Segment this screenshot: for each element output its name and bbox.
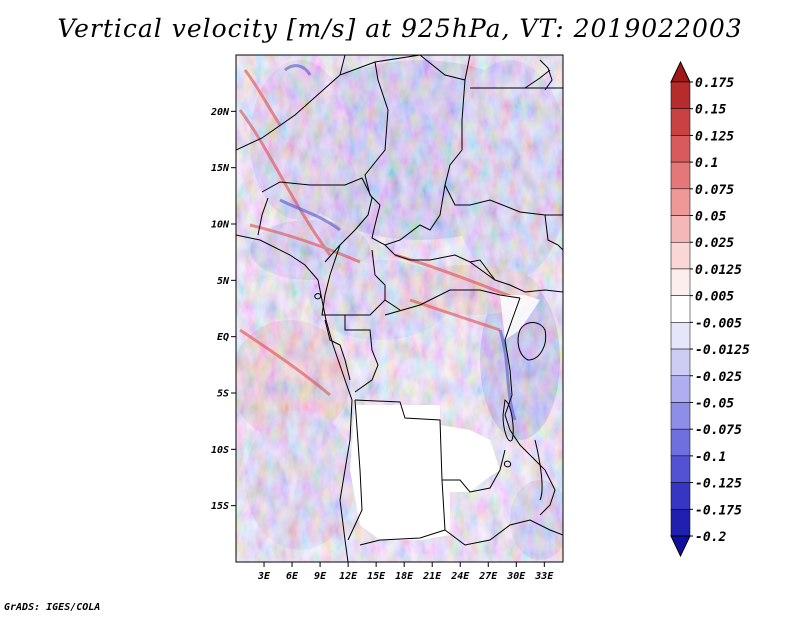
colorbar-label: 0.0125 <box>695 263 742 278</box>
colorbar-segment <box>670 428 691 457</box>
colorbar-segment <box>670 161 691 190</box>
colorbar-segment <box>670 268 691 296</box>
lon-tick-label: 18E <box>395 571 414 582</box>
lat-tick-label: 5N <box>217 276 230 287</box>
lat-tick-label: 10S <box>211 445 229 456</box>
colorbar-label: 0.15 <box>695 103 726 118</box>
colorbar-label: -0.075 <box>695 423 742 438</box>
colorbar-segment <box>670 455 691 483</box>
lon-tick-label: 15E <box>367 571 386 582</box>
velocity-field <box>236 55 563 562</box>
colorbar-bottom-arrow <box>670 535 691 558</box>
colorbar: 0.175 0.15 0.125 0.1 0.075 0.05 0.025 0.0125 0.0… <box>670 60 750 558</box>
chart-title: Vertical velocity [m/s] at 925hPa, VT: 2… <box>57 14 743 43</box>
colorbar-segment <box>670 402 691 430</box>
colorbar-label: 0.025 <box>695 236 734 251</box>
footer-credit: GrADS: IGES/COLA <box>4 602 101 613</box>
latitude-axis: 20N 15N 10N 5N EQ 5S 10S 15S <box>210 107 236 512</box>
colorbar-label: 0.005 <box>695 290 734 305</box>
colorbar-label: 0.05 <box>695 210 726 225</box>
colorbar-segment <box>670 241 691 270</box>
colorbar-label: -0.175 <box>695 503 742 518</box>
lon-tick-label: 27E <box>478 571 498 582</box>
colorbar-segment <box>670 322 691 350</box>
colorbar-segment <box>670 188 691 216</box>
lon-tick-label: 30E <box>506 571 526 582</box>
longitude-axis: 3E 6E 9E 12E 15E 18E 21E 24E 27E 30E 33E <box>257 562 554 582</box>
colorbar-segment <box>670 108 691 136</box>
colorbar-top-arrow <box>670 60 691 83</box>
colorbar-segment <box>670 509 691 537</box>
lon-tick-label: 21E <box>422 571 442 582</box>
country-borders <box>236 55 563 562</box>
colorbar-label: -0.1 <box>695 450 726 465</box>
colorbar-label: 0.175 <box>695 76 734 91</box>
colorbar-segment <box>670 215 691 243</box>
colorbar-label: 0.125 <box>695 129 734 144</box>
lon-tick-label: 6E <box>286 571 299 582</box>
lat-tick-label: 20N <box>210 107 230 118</box>
colorbar-segment <box>670 81 691 109</box>
lat-tick-label: EQ <box>217 332 229 343</box>
colorbar-segment <box>670 295 691 323</box>
lat-tick-label: 10N <box>211 220 230 231</box>
colorbar-segment <box>670 482 691 510</box>
colorbar-label: -0.025 <box>695 370 742 385</box>
lon-tick-label: 9E <box>314 571 327 582</box>
lon-tick-label: 24E <box>450 571 470 582</box>
colorbar-segment <box>670 375 691 403</box>
lon-tick-label: 3E <box>257 571 271 582</box>
colorbar-label: 0.075 <box>695 183 734 198</box>
lon-tick-label: 12E <box>339 571 358 582</box>
colorbar-label: 0.1 <box>695 156 718 171</box>
lat-tick-label: 15N <box>211 163 230 174</box>
colorbar-label: -0.2 <box>695 530 726 545</box>
lat-tick-label: 15S <box>211 501 229 512</box>
lon-tick-label: 33E <box>534 571 554 582</box>
lat-tick-label: 5S <box>217 389 229 400</box>
colorbar-segment <box>670 348 691 377</box>
colorbar-label: -0.125 <box>695 477 742 492</box>
colorbar-label: -0.05 <box>695 396 734 411</box>
map-frame <box>235 54 564 563</box>
colorbar-label: -0.0125 <box>695 343 750 358</box>
colorbar-label: -0.005 <box>695 316 742 331</box>
colorbar-segment <box>670 135 691 163</box>
